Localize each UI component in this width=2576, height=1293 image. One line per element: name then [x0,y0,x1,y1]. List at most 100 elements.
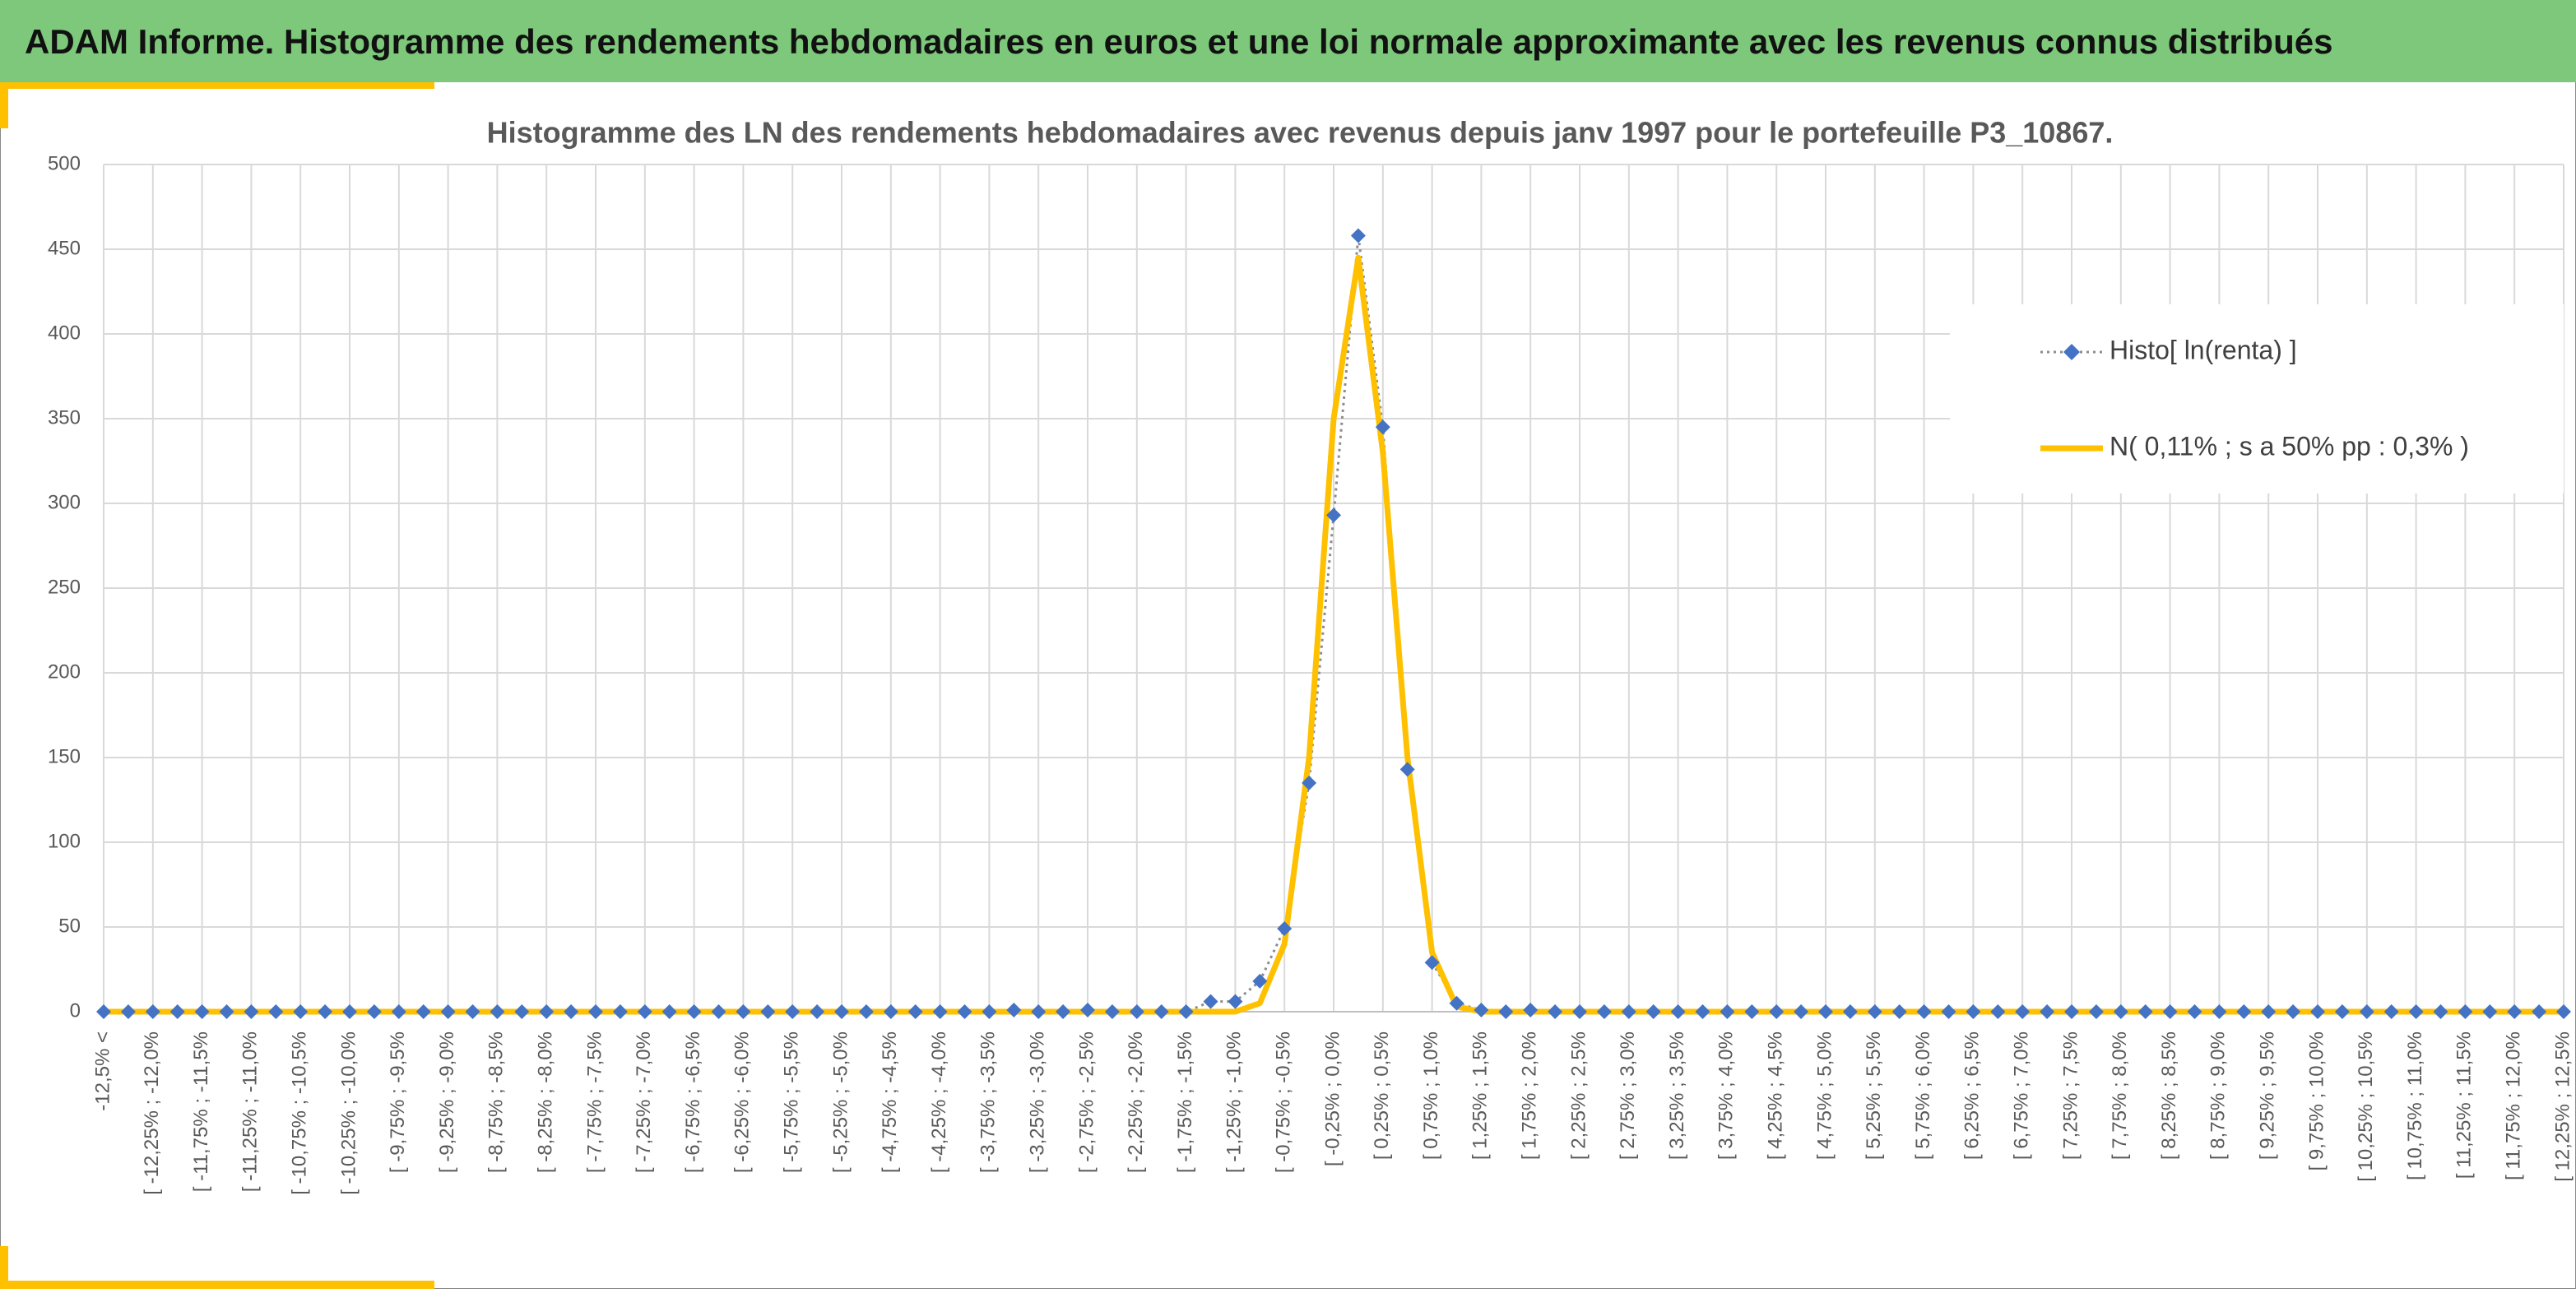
marker [1842,1004,1858,1019]
x-tick-label: [ 11,25% ; 11,5% [2453,1031,2476,1179]
marker [1769,1004,1785,1019]
marker [293,1004,309,1019]
marker [686,1004,702,1019]
marker [637,1004,652,1019]
marker [1056,1004,1071,1019]
marker [268,1004,284,1019]
x-tick-label: [ -10,75% ; -10,5% [289,1031,311,1195]
marker [169,1004,185,1019]
x-tick-label: [ -5,75% ; -5,5% [781,1031,803,1173]
marker [1966,1004,1981,1019]
x-tick-label: [ 4,25% ; 4,5% [1765,1031,1787,1160]
series-line [104,254,2564,1015]
x-tick-label: [ 10,75% ; 11,0% [2404,1031,2426,1180]
legend-box [1950,304,2564,494]
marker [1399,762,1415,777]
chart-title: Histogramme des LN des rendements hebdom… [487,116,2114,150]
accent [0,82,434,89]
marker [1572,1004,1587,1019]
marker [1277,921,1293,937]
marker [1302,775,1317,790]
x-tick-label: [ 4,75% ; 5,0% [1813,1031,1836,1160]
marker [907,1004,923,1019]
marker [120,1004,136,1019]
x-tick-label: [ 6,25% ; 6,5% [1961,1031,1984,1160]
marker [391,1004,406,1019]
x-tick-label: [ 10,25% ; 10,5% [2355,1031,2377,1182]
marker [1449,995,1464,1011]
marker [1228,994,1243,1009]
marker [1916,1004,1932,1019]
marker [1498,1004,1514,1019]
marker [2088,1004,2104,1019]
marker [96,1004,111,1019]
marker [1670,1004,1686,1019]
y-tick-label: 400 [48,322,81,344]
marker [1129,1004,1144,1019]
x-tick-label: [ -3,25% ; -3,0% [1027,1031,1049,1173]
marker [2507,1004,2523,1019]
legend-label: Histo[ ln(renta) ] [2110,335,2297,364]
accent [0,82,8,128]
y-tick-label: 450 [48,237,81,259]
marker [612,1004,628,1019]
marker [2162,1004,2178,1019]
marker [539,1004,555,1019]
x-tick-label: [ 9,25% ; 9,5% [2257,1031,2279,1160]
marker [1891,1004,1907,1019]
marker [1104,1004,1120,1019]
marker [1523,1002,1539,1017]
y-tick-label: 350 [48,406,81,429]
x-tick-label: [ -6,75% ; -6,5% [682,1031,704,1173]
x-tick-label: [ 2,25% ; 2,5% [1567,1031,1590,1160]
marker [1867,1004,1882,1019]
marker [145,1004,160,1019]
marker [2359,1004,2374,1019]
y-tick-label: 150 [48,745,81,767]
x-tick-label: [ -1,75% ; -1,5% [1174,1031,1196,1173]
marker [1695,1004,1710,1019]
x-tick-label: [ -7,25% ; -7,0% [633,1031,655,1173]
y-tick-label: 200 [48,660,81,683]
x-tick-label: [ 3,75% ; 4,0% [1715,1031,1738,1160]
marker [1990,1004,2006,1019]
x-tick-label: [ 12,25% ; 12,5% [2551,1031,2574,1182]
marker [1744,1004,1760,1019]
x-tick-label: [ 8,25% ; 8,5% [2158,1031,2180,1160]
x-tick-label: [ 6,75% ; 7,0% [2011,1031,2033,1160]
marker [1375,419,1390,435]
marker [465,1004,480,1019]
marker [1203,994,1218,1009]
marker [244,1004,259,1019]
x-tick-label: [ 0,75% ; 1,0% [1420,1031,1442,1160]
marker [588,1004,603,1019]
marker [957,1004,972,1019]
marker [1596,1004,1612,1019]
x-tick-label: [ -8,25% ; -8,0% [535,1031,557,1173]
marker [2286,1004,2301,1019]
marker [1080,1002,1095,1017]
y-tick-label: 300 [48,491,81,513]
x-tick-label: [ -3,75% ; -3,5% [977,1031,1000,1173]
x-tick-label: [ -9,25% ; -9,0% [436,1031,458,1173]
marker [1350,228,1366,243]
y-tick-label: 250 [48,576,81,598]
x-tick-label: [ 9,75% ; 10,0% [2305,1031,2328,1170]
marker [2187,1004,2202,1019]
marker [1818,1004,1833,1019]
marker [219,1004,234,1019]
accent [0,1281,434,1289]
marker [2556,1004,2571,1019]
marker [2433,1004,2448,1019]
marker [1031,1004,1047,1019]
marker [736,1004,751,1019]
marker [711,1004,726,1019]
marker [2532,1004,2547,1019]
x-tick-label: [ -8,75% ; -8,5% [485,1031,508,1173]
marker [785,1004,801,1019]
x-tick-label: [ 0,25% ; 0,5% [1371,1031,1393,1160]
x-tick-label: [ 7,25% ; 7,5% [2059,1031,2082,1160]
marker [415,1004,431,1019]
marker [1178,1004,1194,1019]
marker [1794,1004,1809,1019]
